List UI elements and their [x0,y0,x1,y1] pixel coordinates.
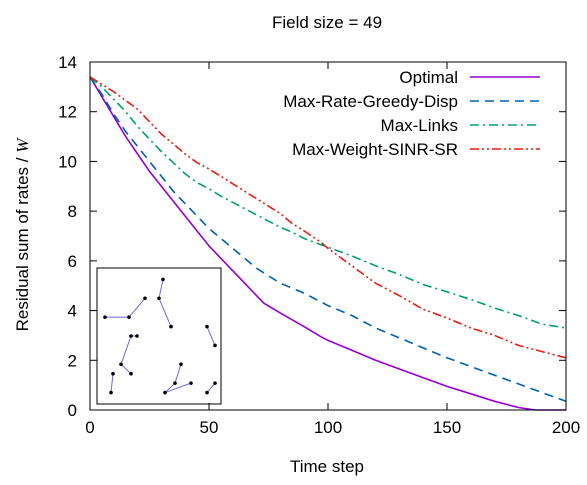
x-tick-label-0: 0 [85,418,94,437]
y-tick-label-0: 0 [68,401,77,420]
x-axis-label: Time step [290,457,364,476]
series-line-4 [89,76,567,359]
inset-node-5 [135,334,139,338]
y-tick-label-4: 4 [68,302,77,321]
inset-node-15 [173,381,177,385]
inset-node-4 [129,334,133,338]
x-tick-label-150: 150 [433,418,461,437]
inset-link-4 [120,335,132,365]
legend-label-1: Optimal [399,68,458,87]
inset-link-12 [206,326,216,346]
inset-node-13 [189,381,193,385]
inset-node-19 [109,390,113,395]
inset-node-11 [205,390,209,395]
inset-node-3 [143,296,147,301]
y-tick-label-10: 10 [58,152,77,171]
inset-link-9 [164,382,192,394]
inset-node-6 [119,362,123,367]
inset-link-13 [110,373,114,393]
x-tick-label-200: 200 [552,418,580,437]
inset-link-7 [158,279,164,299]
inset-node-20 [111,371,115,376]
chart-title: Field size = 49 [272,13,382,32]
inset-link-2 [128,297,146,318]
y-tick-label-2: 2 [68,351,77,370]
inset-node-7 [129,371,133,376]
y-tick-label-12: 12 [58,103,77,122]
axes: 0 50 100 150 200 0 2 4 6 8 10 12 14 [58,53,580,437]
legend-label-2: Max-Rate-Greedy-Disp [283,92,458,111]
inset-link-8 [206,382,216,393]
x-tick-label-100: 100 [314,418,342,437]
legend-label-4: Max-Weight-SINR-SR [292,140,458,159]
inset-node-14 [163,390,167,395]
inset-link-10 [164,382,176,393]
legend-label-3: Max-Links [381,116,458,135]
inset-link-5 [120,363,132,375]
series-layer [89,76,567,411]
y-tick-label-6: 6 [68,252,77,271]
inset-link-11 [174,364,182,384]
inset-frame [96,267,222,405]
y-tick-label-14: 14 [58,53,77,72]
y-tick-label-8: 8 [68,202,77,221]
inset-node-1 [103,315,107,319]
series-line-2 [89,76,567,403]
network-inset [96,267,222,405]
series-line-1 [89,76,566,411]
legend: Optimal Max-Rate-Greedy-Disp Max-Links Max-… [283,68,540,159]
inset-node-16 [179,362,183,367]
inset-node-18 [213,343,217,348]
inset-node-12 [213,381,217,385]
inset-node-10 [161,277,165,282]
series-line-3 [89,76,567,329]
inset-node-9 [169,324,173,329]
inset-link-6 [158,298,172,327]
inset-node-2 [127,315,131,319]
y-axis-label-variable: W [13,137,32,153]
inset-node-8 [157,296,161,301]
inset-node-17 [205,324,209,329]
x-tick-label-50: 50 [200,418,219,437]
y-axis-label-text: Residual sum of rates / [13,153,32,332]
y-axis-label: Residual sum of rates / W [13,137,32,332]
